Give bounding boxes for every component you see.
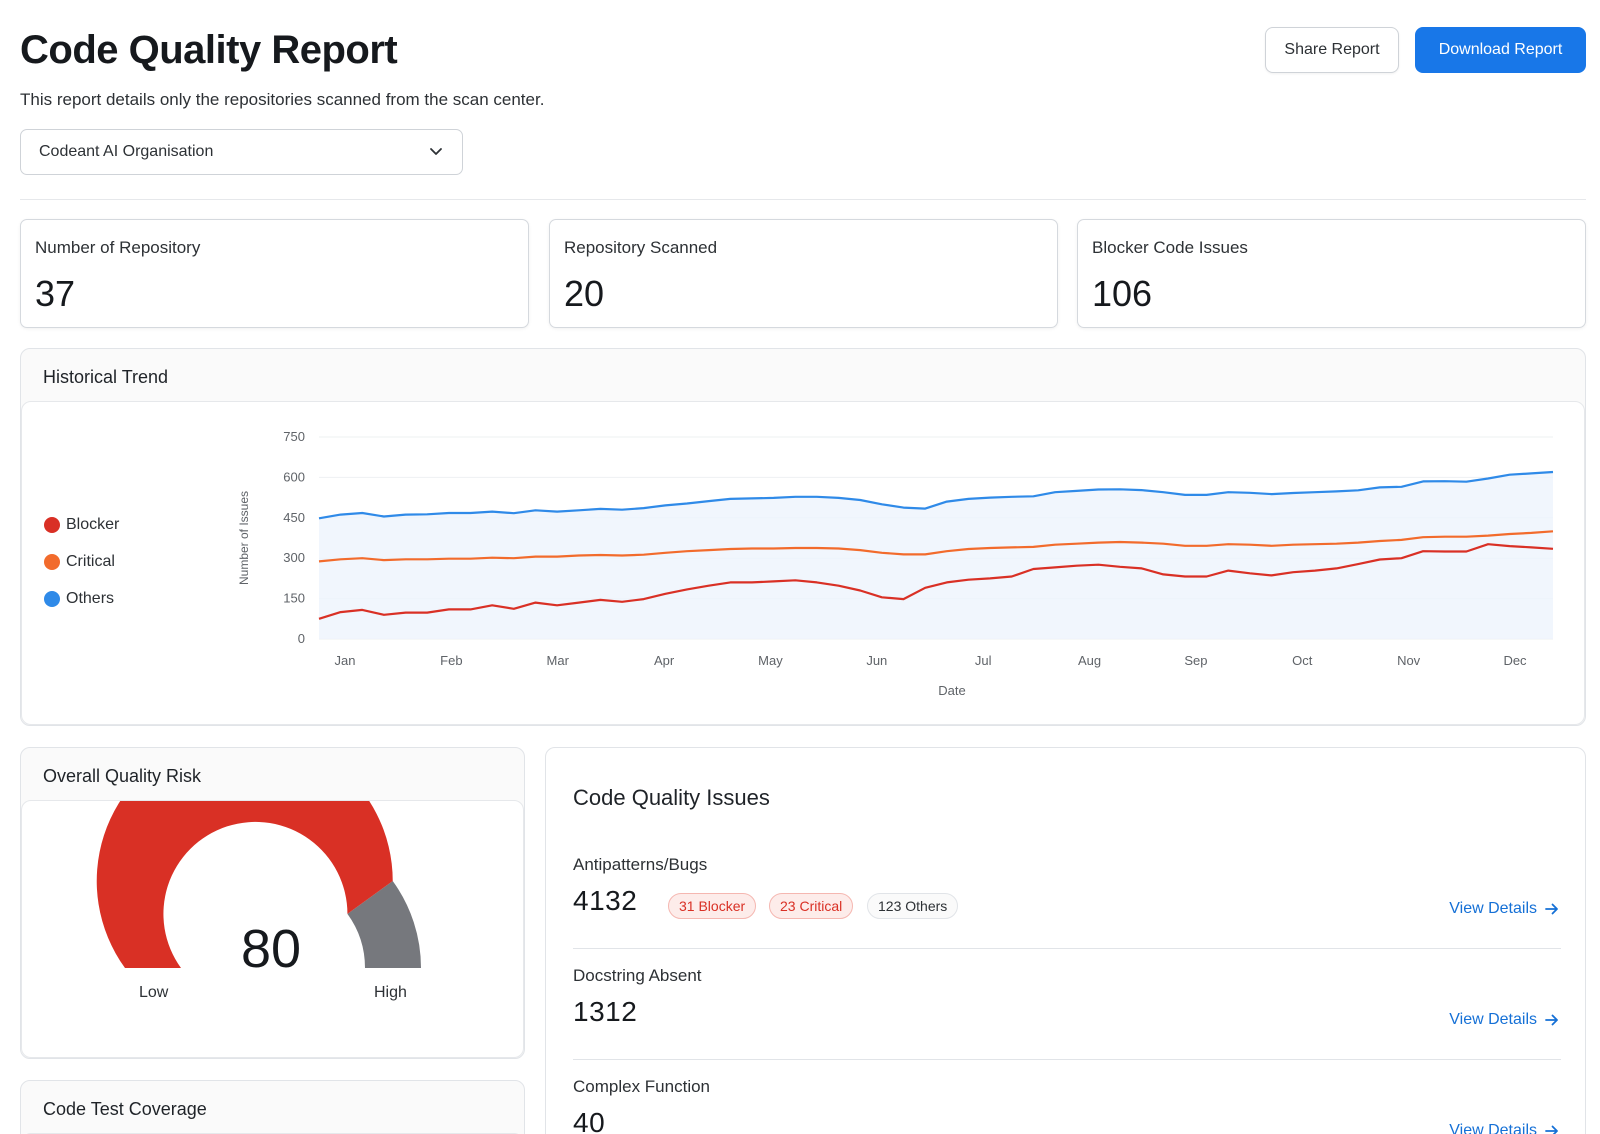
quality-risk-gauge [96,801,421,968]
code-quality-issues-title: Code Quality Issues [573,785,770,810]
historical-trend-title: Historical Trend [43,367,169,387]
share-report-button[interactable]: Share Report [1265,27,1399,73]
issue-count: 4132 [573,885,638,916]
legend-item-others: Others [44,590,114,608]
y-tick-label: 450 [283,510,305,525]
quality-risk-title: Overall Quality Risk [43,766,202,786]
view-details-label: View Details [1449,1122,1537,1134]
series-line-others [318,470,1554,520]
x-tick-label: Apr [654,653,675,668]
legend-item-blocker: Blocker [44,516,119,534]
view-details-link[interactable]: View Details [1449,900,1561,918]
x-tick-label: Jul [975,653,992,668]
gauge-low-label: Low [139,984,169,1001]
legend-dot [44,554,60,570]
x-tick-label: Aug [1078,653,1101,668]
organisation-select[interactable]: Codeant AI Organisation [20,129,463,175]
issue-name: Docstring Absent [573,966,702,985]
issue-count: 1312 [573,996,638,1027]
view-details-link[interactable]: View Details [1449,1011,1561,1029]
legend-label: Others [66,590,115,607]
quality-risk-panel: Overall Quality Risk 80 Low High [20,747,525,1059]
y-tick-label: 150 [283,591,305,606]
others-badge: 123 Others [867,893,959,919]
stat-label: Number of Repository [35,238,201,257]
report-header: Code Quality Report [20,28,398,73]
x-tick-label: May [758,653,783,668]
issue-separator [573,948,1561,949]
issue-name: Complex Function [573,1077,711,1096]
page-subtitle: This report details only the repositorie… [20,90,545,109]
y-tick-label: 0 [298,631,305,646]
series-area-fill [319,472,1553,639]
page-title: Code Quality Report [20,28,398,72]
stat-card-blocker-issues: Blocker Code Issues 106 [1077,219,1586,328]
historical-trend-chart: 0 150 300 450 600 750 Jan Feb Mar Apr May Jun Jul Aug… [237,429,1554,698]
x-tick-label: Sep [1184,653,1207,668]
x-tick-label: Oct [1292,653,1313,668]
view-details-label: View Details [1449,1011,1537,1028]
x-tick-label: Nov [1397,653,1421,668]
issue-separator [573,1059,1561,1060]
view-details-link[interactable]: View Details [1449,1122,1561,1134]
arrow-right-icon [1545,1125,1558,1134]
x-tick-label: Mar [547,653,570,668]
stat-label: Repository Scanned [564,238,718,257]
legend-item-critical: Critical [44,553,115,571]
chevron-down-icon [430,148,442,155]
stat-value: 106 [1092,273,1153,314]
y-axis-label: Number of Issues [237,491,251,585]
stat-card-scanned: Repository Scanned 20 [549,219,1058,328]
series-line-critical [318,530,1554,563]
x-tick-label: Feb [440,653,462,668]
y-tick-label: 600 [283,469,305,484]
stat-label: Blocker Code Issues [1092,238,1248,257]
arrow-right-icon [1545,1014,1558,1026]
arrow-right-icon [1545,903,1558,915]
section-divider [20,199,1586,200]
gauge-remaining-arc [347,881,421,968]
issue-name: Antipatterns/Bugs [573,855,708,874]
stat-card-repositories: Number of Repository 37 [20,219,529,328]
test-coverage-title: Code Test Coverage [43,1099,207,1119]
stat-value: 20 [564,273,605,314]
gauge-filled-arc [96,801,393,968]
legend-dot [44,591,60,607]
organisation-select-value: Codeant AI Organisation [39,143,214,160]
legend-label: Critical [66,553,115,570]
legend-dot [44,517,60,533]
x-tick-label: Jan [335,653,356,668]
critical-badge: 23 Critical [769,893,854,919]
historical-trend-chart-area: Blocker Critical Others 0 150 300 450 600 750… [21,401,1585,725]
view-details-label: View Details [1449,900,1537,917]
blocker-badge: 31 Blocker [668,893,757,919]
series-line-blocker [318,543,1554,620]
x-tick-label: Dec [1503,653,1527,668]
download-report-button[interactable]: Download Report [1415,27,1586,73]
code-quality-issues-panel: Code Quality Issues Antipatterns/Bugs 41… [545,747,1586,1134]
quality-risk-gauge-area: 80 Low High [21,800,524,1058]
y-tick-label: 300 [283,550,305,565]
y-tick-label: 750 [283,429,305,444]
stat-value: 37 [35,273,76,314]
x-tick-label: Jun [866,653,887,668]
gauge-high-label: High [374,984,407,1001]
test-coverage-panel: Code Test Coverage [20,1080,525,1134]
issue-count: 40 [573,1107,606,1134]
gauge-value: 80 [240,919,302,979]
historical-trend-panel: Historical Trend Blocker Critical Others… [20,348,1586,726]
legend-label: Blocker [66,516,120,533]
x-axis-label: Date [938,683,965,698]
